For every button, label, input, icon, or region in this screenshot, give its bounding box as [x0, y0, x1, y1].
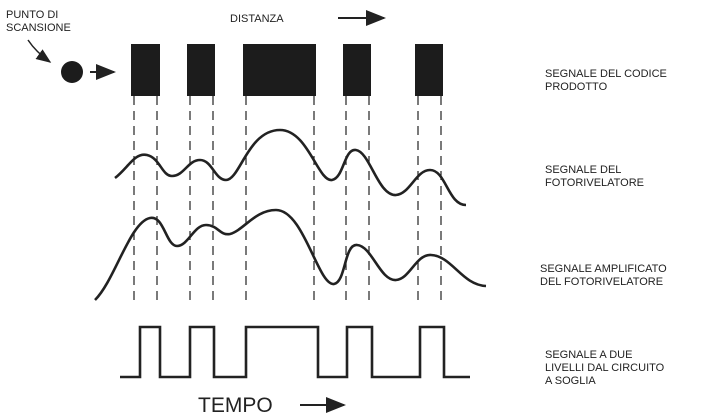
dashed-guides	[133, 96, 442, 305]
signal-label: FOTORIVELATORE	[545, 177, 644, 189]
photodetector-curve	[114, 128, 467, 207]
bar	[415, 44, 443, 96]
bar	[187, 44, 215, 96]
time-label: TEMPO	[198, 394, 273, 416]
amplified-curve	[94, 208, 487, 301]
threshold-wave	[120, 325, 470, 379]
signal-label: PRODOTTO	[545, 81, 608, 93]
scan-point-label: SCANSIONE	[6, 22, 71, 34]
signal-label: A SOGLIA	[545, 375, 596, 387]
bar	[131, 44, 160, 96]
signal-label: SEGNALE DEL	[545, 164, 621, 176]
signal-label: LIVELLI DAL CIRCUITO	[545, 362, 665, 374]
scan-point	[61, 61, 83, 83]
bar	[243, 44, 316, 96]
signal-label: SEGNALE A DUE	[545, 349, 632, 361]
code-bars	[131, 44, 443, 96]
arrow	[27, 39, 52, 63]
signal-label: DEL FOTORIVELATORE	[540, 276, 663, 288]
signal-label: SEGNALE AMPLIFICATO	[540, 263, 667, 275]
scan-point-label: PUNTO DI	[6, 9, 58, 21]
distance-label: DISTANZA	[230, 13, 284, 25]
signal-label: SEGNALE DEL CODICE	[545, 68, 667, 80]
bar	[343, 44, 371, 96]
